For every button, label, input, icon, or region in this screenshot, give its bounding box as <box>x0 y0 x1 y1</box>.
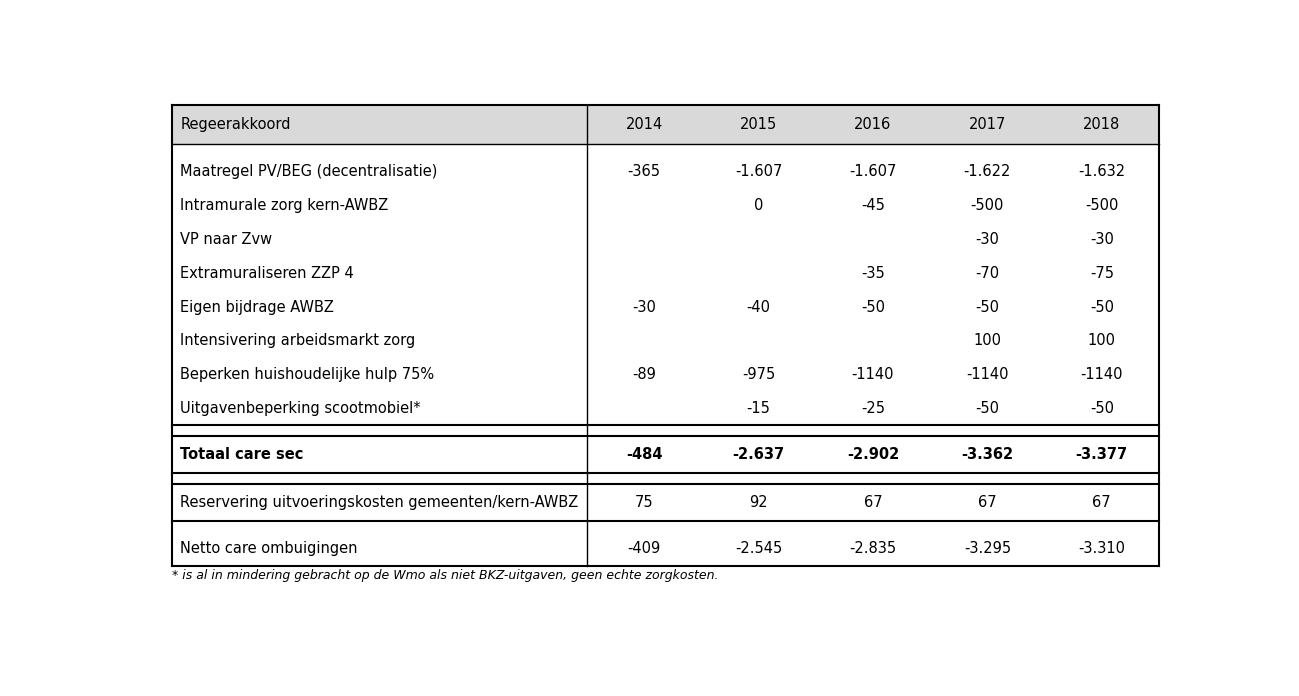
Text: -500: -500 <box>1085 198 1118 213</box>
Text: -975: -975 <box>742 367 776 382</box>
Text: -35: -35 <box>861 266 885 280</box>
Text: -1.632: -1.632 <box>1078 164 1125 180</box>
Text: 75: 75 <box>635 495 653 510</box>
Bar <box>173 105 1159 144</box>
Text: -30: -30 <box>976 232 999 247</box>
Text: -1.622: -1.622 <box>964 164 1011 180</box>
Text: -1.607: -1.607 <box>850 164 896 180</box>
Text: -50: -50 <box>1090 401 1113 416</box>
Text: -484: -484 <box>626 448 662 462</box>
Text: -70: -70 <box>976 266 999 280</box>
Text: Intramurale zorg kern-AWBZ: Intramurale zorg kern-AWBZ <box>181 198 388 213</box>
Text: -25: -25 <box>861 401 885 416</box>
Text: -30: -30 <box>1090 232 1113 247</box>
Text: -500: -500 <box>970 198 1004 213</box>
Text: 2018: 2018 <box>1083 117 1121 132</box>
Text: 92: 92 <box>750 495 768 510</box>
Text: -1140: -1140 <box>966 367 1008 382</box>
Text: Regeerakkoord: Regeerakkoord <box>181 117 291 132</box>
Text: -3.310: -3.310 <box>1078 541 1125 557</box>
Text: -50: -50 <box>976 299 999 315</box>
Text: Uitgavenbeperking scootmobiel*: Uitgavenbeperking scootmobiel* <box>181 401 421 416</box>
Text: -409: -409 <box>627 541 661 557</box>
Text: VP naar Zvw: VP naar Zvw <box>181 232 273 247</box>
Text: -45: -45 <box>861 198 885 213</box>
Text: -50: -50 <box>976 401 999 416</box>
Text: 2014: 2014 <box>625 117 662 132</box>
Text: 100: 100 <box>973 333 1002 349</box>
Text: -50: -50 <box>861 299 885 315</box>
Text: 2017: 2017 <box>969 117 1005 132</box>
Text: -40: -40 <box>747 299 770 315</box>
Text: -89: -89 <box>633 367 656 382</box>
Text: -3.295: -3.295 <box>964 541 1011 557</box>
Text: -1140: -1140 <box>1081 367 1124 382</box>
Text: -3.362: -3.362 <box>961 448 1013 462</box>
Text: Eigen bijdrage AWBZ: Eigen bijdrage AWBZ <box>181 299 334 315</box>
Text: 67: 67 <box>978 495 996 510</box>
Text: Extramuraliseren ZZP 4: Extramuraliseren ZZP 4 <box>181 266 355 280</box>
Text: * is al in mindering gebracht op de Wmo als niet BKZ-uitgaven, geen echte zorgko: * is al in mindering gebracht op de Wmo … <box>173 569 718 582</box>
Text: 0: 0 <box>753 198 764 213</box>
Text: -15: -15 <box>747 401 770 416</box>
Text: 67: 67 <box>1092 495 1111 510</box>
Text: -1.607: -1.607 <box>735 164 782 180</box>
Text: -365: -365 <box>627 164 660 180</box>
Text: Totaal care sec: Totaal care sec <box>181 448 304 462</box>
Text: -2.545: -2.545 <box>735 541 782 557</box>
Text: 2015: 2015 <box>740 117 777 132</box>
Text: Beperken huishoudelijke hulp 75%: Beperken huishoudelijke hulp 75% <box>181 367 435 382</box>
Text: -3.377: -3.377 <box>1076 448 1128 462</box>
Text: -2.637: -2.637 <box>733 448 785 462</box>
Text: -2.902: -2.902 <box>847 448 899 462</box>
Text: -30: -30 <box>633 299 656 315</box>
Text: Intensivering arbeidsmarkt zorg: Intensivering arbeidsmarkt zorg <box>181 333 416 349</box>
Text: Maatregel PV/BEG (decentralisatie): Maatregel PV/BEG (decentralisatie) <box>181 164 438 180</box>
Text: 67: 67 <box>864 495 882 510</box>
Text: 2016: 2016 <box>855 117 891 132</box>
Text: Reservering uitvoeringskosten gemeenten/kern-AWBZ: Reservering uitvoeringskosten gemeenten/… <box>181 495 579 510</box>
Text: Netto care ombuigingen: Netto care ombuigingen <box>181 541 359 557</box>
Text: -50: -50 <box>1090 299 1113 315</box>
Text: -75: -75 <box>1090 266 1113 280</box>
Text: -1140: -1140 <box>852 367 894 382</box>
Text: -2.835: -2.835 <box>850 541 896 557</box>
Text: 100: 100 <box>1087 333 1116 349</box>
